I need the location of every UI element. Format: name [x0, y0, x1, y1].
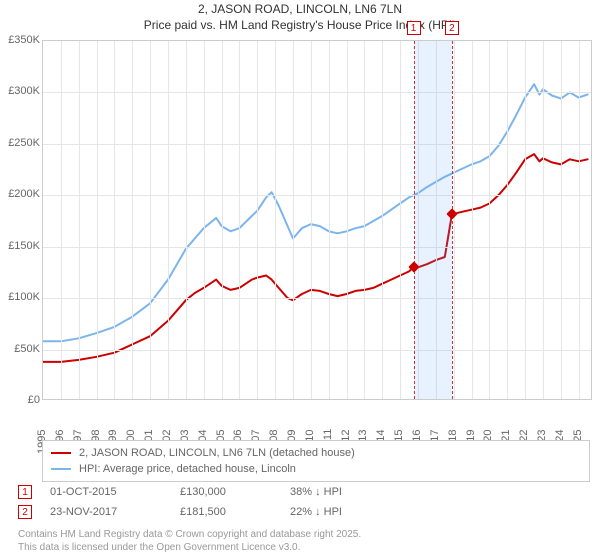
titles: 2, JASON ROAD, LINCOLN, LN6 7LN Price pa…	[0, 0, 600, 32]
sale-flag-icon: 2	[18, 505, 32, 519]
plot: 12	[42, 40, 592, 400]
marker-flag-icon: 1	[407, 21, 421, 35]
y-axis-label: £50K	[0, 343, 40, 355]
marker-flag-icon: 2	[445, 21, 459, 35]
y-axis-label: £200K	[0, 188, 40, 200]
legend: 2, JASON ROAD, LINCOLN, LN6 7LN (detache…	[42, 440, 590, 482]
legend-swatch	[51, 468, 71, 470]
plot-svg	[43, 41, 593, 401]
series-hpi	[43, 84, 588, 341]
sale-row: 2 23-NOV-2017 £181,500 22% ↓ HPI	[18, 502, 590, 522]
sale-flag-icon: 1	[18, 485, 32, 499]
y-axis-label: £150K	[0, 240, 40, 252]
sales-table: 1 01-OCT-2015 £130,000 38% ↓ HPI 2 23-NO…	[18, 482, 590, 522]
y-axis-label: £300K	[0, 85, 40, 97]
y-axis-label: £250K	[0, 137, 40, 149]
y-axis-label: £0	[0, 394, 40, 406]
legend-label: 2, JASON ROAD, LINCOLN, LN6 7LN (detache…	[79, 447, 355, 459]
sale-row: 1 01-OCT-2015 £130,000 38% ↓ HPI	[18, 482, 590, 502]
sale-date: 23-NOV-2017	[50, 506, 180, 518]
chart-subtitle: Price paid vs. HM Land Registry's House …	[0, 18, 600, 32]
y-axis-label: £350K	[0, 34, 40, 46]
sale-price: £181,500	[180, 506, 290, 518]
chart-title: 2, JASON ROAD, LINCOLN, LN6 7LN	[0, 2, 600, 16]
y-axis-label: £100K	[0, 291, 40, 303]
credits-line: Contains HM Land Registry data © Crown c…	[18, 528, 590, 541]
series-price_paid	[43, 154, 588, 362]
chart-area: 12 £0£50K£100K£150K£200K£250K£300K£350K1…	[42, 40, 592, 400]
sale-price: £130,000	[180, 486, 290, 498]
legend-swatch	[51, 452, 71, 454]
sale-diff: 38% ↓ HPI	[290, 486, 410, 498]
legend-item: 2, JASON ROAD, LINCOLN, LN6 7LN (detache…	[51, 445, 581, 461]
credits-line: This data is licensed under the Open Gov…	[18, 541, 590, 554]
legend-item: HPI: Average price, detached house, Linc…	[51, 461, 581, 477]
legend-label: HPI: Average price, detached house, Linc…	[79, 463, 296, 475]
sale-date: 01-OCT-2015	[50, 486, 180, 498]
chart-container: 2, JASON ROAD, LINCOLN, LN6 7LN Price pa…	[0, 0, 600, 560]
credits: Contains HM Land Registry data © Crown c…	[18, 528, 590, 554]
sale-diff: 22% ↓ HPI	[290, 506, 410, 518]
